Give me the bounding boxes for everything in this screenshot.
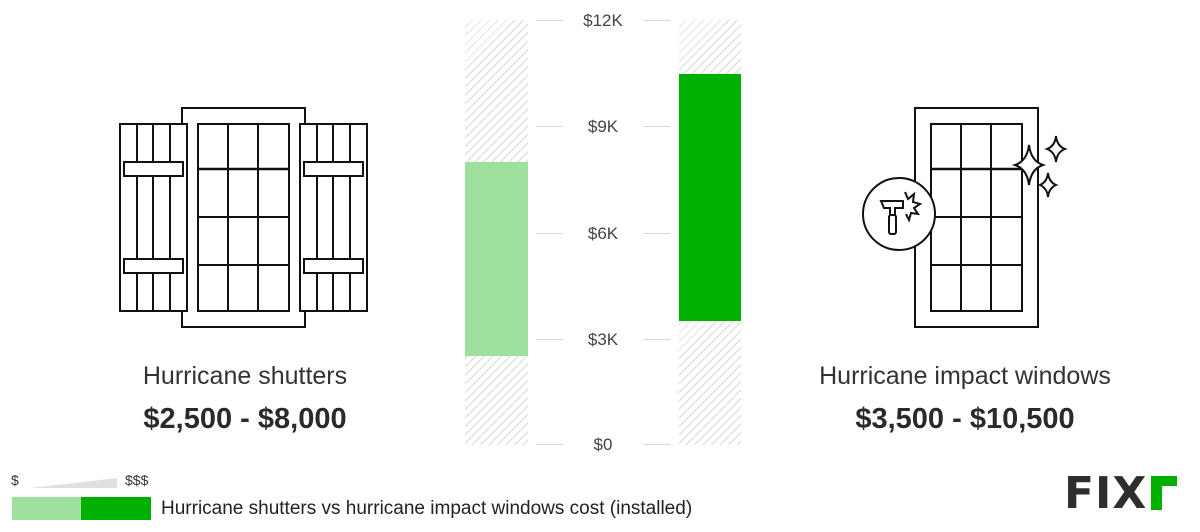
logo-r-glyph-icon <box>1151 476 1178 510</box>
tick-line <box>643 20 670 21</box>
tick-label-6k: $6K <box>587 224 619 243</box>
impact-windows-price: $3,500 - $10,500 <box>855 403 1075 435</box>
tick-label-9k: $9K <box>587 117 619 136</box>
tick-label-3k: $3K <box>587 330 619 349</box>
shutters-cost-bar <box>465 162 528 356</box>
legend-swatch-light <box>12 497 81 520</box>
tick-line <box>643 339 670 340</box>
tick-line <box>643 126 670 127</box>
impact-window-icon <box>862 107 1068 328</box>
logo-text: FIX <box>1064 468 1148 519</box>
fixr-logo: FIX <box>1064 468 1179 519</box>
cost-scale-wedge-icon <box>30 478 117 488</box>
legend-caption: Hurricane shutters vs hurricane impact w… <box>161 498 693 519</box>
legend-swatch-dark <box>81 497 151 520</box>
tick-line <box>536 339 563 340</box>
tick-label-0: $0 <box>593 435 613 454</box>
legend-low-symbol: $ <box>11 472 19 488</box>
tick-line <box>536 233 563 234</box>
tick-label-12k: $12K <box>583 11 623 30</box>
impact-windows-label: Hurricane impact windows <box>819 362 1111 390</box>
shutters-price: $2,500 - $8,000 <box>143 403 347 435</box>
tick-line <box>536 20 563 21</box>
tick-line <box>643 233 670 234</box>
tick-line <box>643 444 670 445</box>
shutters-window-icon <box>119 107 368 328</box>
impact-windows-cost-bar <box>679 74 741 321</box>
tick-line <box>536 444 563 445</box>
shutters-label: Hurricane shutters <box>142 362 348 390</box>
tick-line <box>536 126 563 127</box>
legend-high-symbol: $$$ <box>125 472 149 488</box>
